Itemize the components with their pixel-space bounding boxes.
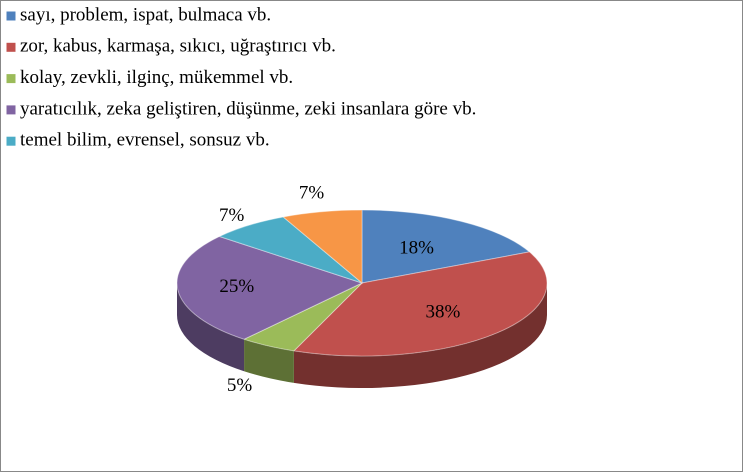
legend-swatch xyxy=(5,135,17,147)
slice-top xyxy=(242,282,363,352)
data-label: 5% xyxy=(227,375,253,396)
data-label: 25% xyxy=(219,276,254,297)
pie-slice xyxy=(282,209,363,285)
slice-top xyxy=(282,209,363,285)
slice-side xyxy=(293,283,547,388)
data-label: 38% xyxy=(426,301,461,322)
pie-slice xyxy=(218,216,363,284)
pie-slice xyxy=(242,282,363,383)
legend-label: sayı, problem, ispat, bulmaca vb. xyxy=(20,4,271,25)
legend-swatch xyxy=(5,73,17,85)
legend-label: yaratıcılık, zeka geliştiren, düşünme, z… xyxy=(20,98,476,119)
slice-top xyxy=(176,235,364,340)
legend-swatch xyxy=(5,41,17,53)
pie-slice xyxy=(292,251,548,388)
data-label: 7% xyxy=(219,205,245,226)
data-label: 7% xyxy=(299,182,325,203)
legend-swatch xyxy=(5,10,17,22)
slice-top xyxy=(361,209,531,284)
slice-top xyxy=(218,216,363,284)
legend-label: zor, kabus, karmaşa, sıkıcı, uğraştırıcı… xyxy=(20,36,336,57)
slice-top xyxy=(292,251,548,357)
pie-slice xyxy=(361,209,531,284)
legend-label: temel bilim, evrensel, sonsuz vb. xyxy=(20,130,270,151)
pie-slice xyxy=(176,235,364,372)
data-label: 18% xyxy=(399,237,434,258)
legend-label: kolay, zevkli, ilginç, mükemmel vb. xyxy=(20,67,293,88)
slice-side xyxy=(177,283,245,372)
slice-side xyxy=(244,339,294,383)
legend-swatch xyxy=(5,104,17,116)
